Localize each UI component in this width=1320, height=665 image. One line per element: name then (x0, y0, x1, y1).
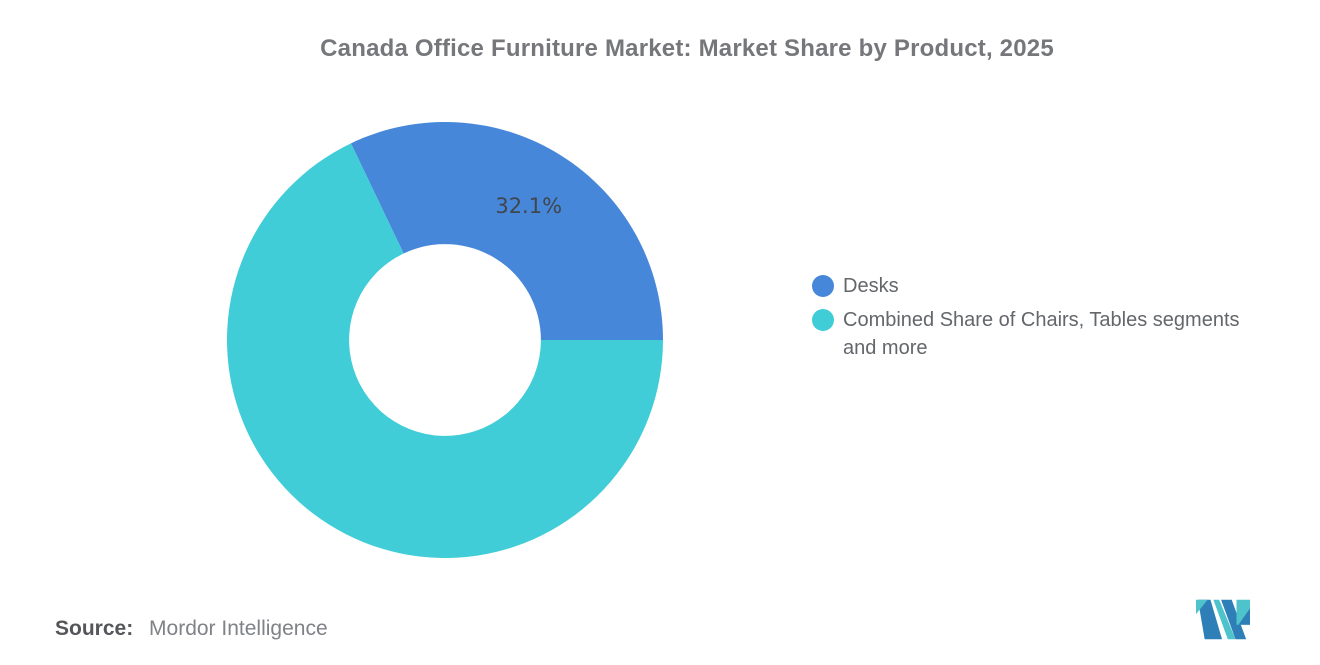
pie-slice-0[interactable] (350, 121, 663, 341)
legend-item-combined-share[interactable]: Combined Share of Chairs, Tables segment… (812, 306, 1240, 362)
source-value: Mordor Intelligence (149, 617, 328, 640)
pie-data-label-0: 32.1% (495, 194, 562, 218)
legend-marker-desks (812, 275, 834, 297)
legend-label-desks: Desks (843, 275, 899, 297)
donut-svg: 32.1% (226, 121, 663, 558)
legend-marker-combined-share (812, 309, 834, 331)
source-label: Source: (55, 617, 134, 640)
chart-title: Canada Office Furniture Market: Market S… (320, 35, 1054, 62)
chart-legend: Desks Combined Share of Chairs, Tables s… (812, 272, 1240, 362)
source-line: Source: Mordor Intelligence (55, 616, 328, 642)
legend-item-desks[interactable]: Desks (812, 272, 1240, 300)
mordor-intelligence-logo[interactable] (1196, 599, 1250, 640)
legend-label-combined-share: Combined Share of Chairs, Tables segment… (843, 309, 1240, 359)
donut-chart: 32.1% (226, 121, 663, 558)
pie-slice-1[interactable] (226, 143, 663, 558)
